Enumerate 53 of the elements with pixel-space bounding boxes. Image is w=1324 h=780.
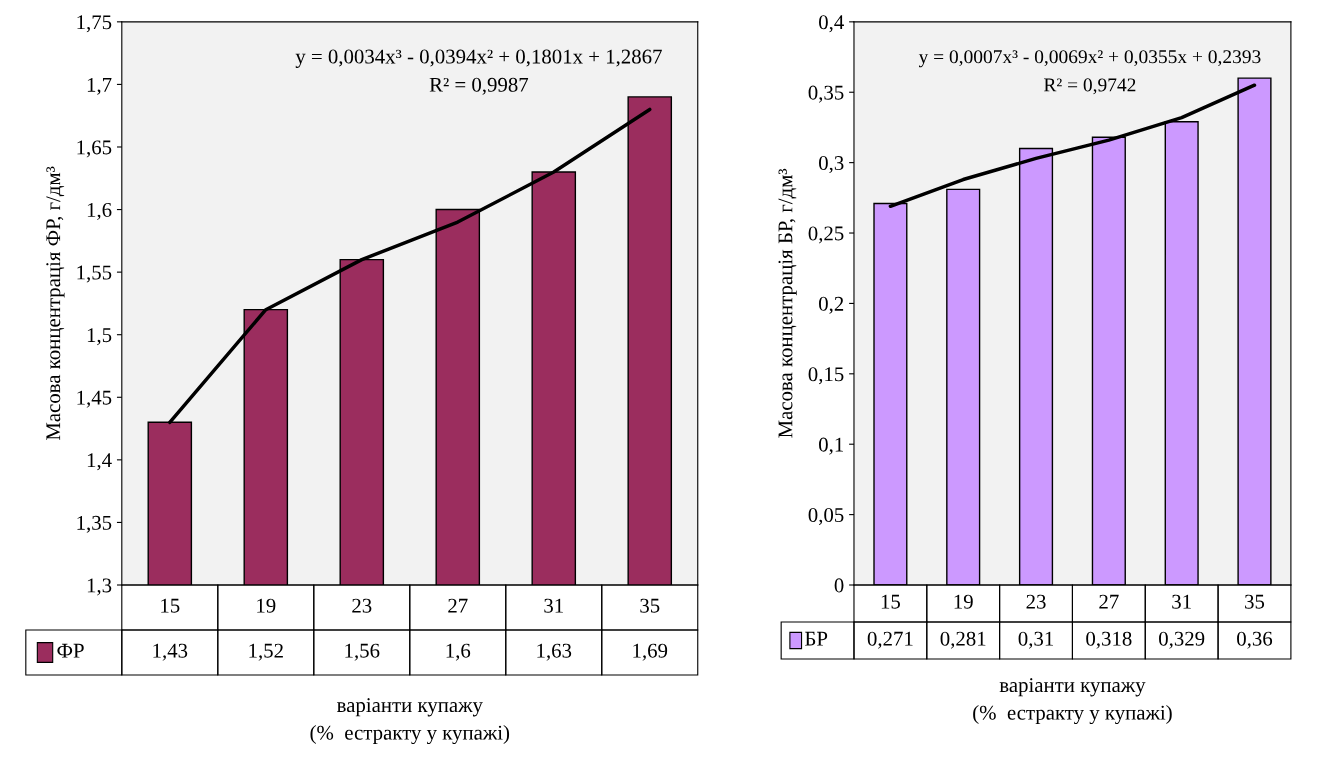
y-tick-label: 0,2: [819, 296, 844, 314]
data-label: 1,6: [446, 643, 471, 661]
y-tick-label: 1,7: [87, 77, 112, 95]
data-label: 0,281: [940, 631, 986, 649]
annotation: y = 0,0007x³ - 0,0069x² + 0,0355x + 0,2393: [918, 50, 1261, 68]
x-tick-label: 23: [352, 598, 372, 613]
y-tick-label: 0,25: [808, 226, 844, 244]
annotation: y = 0,0034x³ - 0,0394x² + 0,1801x + 1,2867: [295, 49, 662, 68]
y-tick-label: 0,15: [808, 367, 844, 385]
data-label: 1,52: [249, 643, 283, 661]
y-tick-label: 1,3: [87, 578, 112, 596]
y-tick-label: 1,45: [77, 390, 112, 408]
data-label: 1,43: [153, 643, 188, 661]
y-tick-label: 1,75: [77, 15, 112, 33]
y-tick-label: 0,3: [819, 156, 844, 174]
y-tick-label: 1,5: [87, 328, 112, 346]
x-axis-title: варіанти купажу (% естракту у купажі): [310, 698, 510, 745]
y-tick-label: 0,1: [819, 437, 844, 455]
x-tick-label: 31: [544, 598, 563, 613]
data-label: 0,318: [1086, 631, 1132, 649]
x-tick-label: 19: [954, 594, 973, 609]
x-tick-label: 35: [640, 598, 660, 613]
data-label: 1,56: [345, 643, 380, 661]
data-label: 1,63: [537, 643, 572, 661]
data-label: 0,329: [1159, 631, 1205, 649]
annotation: R² = 0,9987: [429, 77, 529, 95]
data-label: 0,31: [1018, 631, 1054, 649]
y-axis-title: Масова концентрація ФР, г/дм³: [46, 166, 65, 441]
y-tick-label: 0,4: [819, 15, 844, 33]
annotation: R² = 0,9742: [1044, 78, 1136, 95]
y-tick-label: 1,55: [77, 265, 112, 283]
x-tick-label: 15: [881, 594, 900, 609]
x-tick-label: 35: [1245, 594, 1265, 609]
legend-label: БР: [805, 631, 828, 646]
data-label: 0,271: [867, 631, 913, 649]
x-tick-label: 23: [1026, 594, 1046, 609]
x-tick-label: 15: [161, 598, 180, 613]
y-tick-label: 1,65: [77, 140, 112, 158]
data-label: 1,69: [633, 643, 668, 661]
x-tick-label: 27: [448, 598, 468, 613]
legend-label: ФР: [57, 643, 84, 658]
x-tick-label: 27: [1099, 594, 1119, 609]
y-tick-label: 1,4: [87, 453, 112, 471]
y-axis-title: Масова концентрація БР, г/дм³: [778, 168, 797, 438]
y-tick-label: 1,6: [87, 202, 112, 220]
x-axis-title: варіанти купажу (% естракту у купажі): [973, 678, 1172, 725]
y-tick-label: 0: [834, 578, 844, 593]
data-label: 0,36: [1237, 631, 1273, 649]
y-tick-label: 1,35: [77, 515, 112, 533]
y-tick-label: 0,35: [808, 85, 844, 103]
x-tick-label: 31: [1172, 594, 1191, 609]
x-tick-label: 19: [257, 598, 276, 613]
y-tick-label: 0,05: [808, 507, 844, 526]
